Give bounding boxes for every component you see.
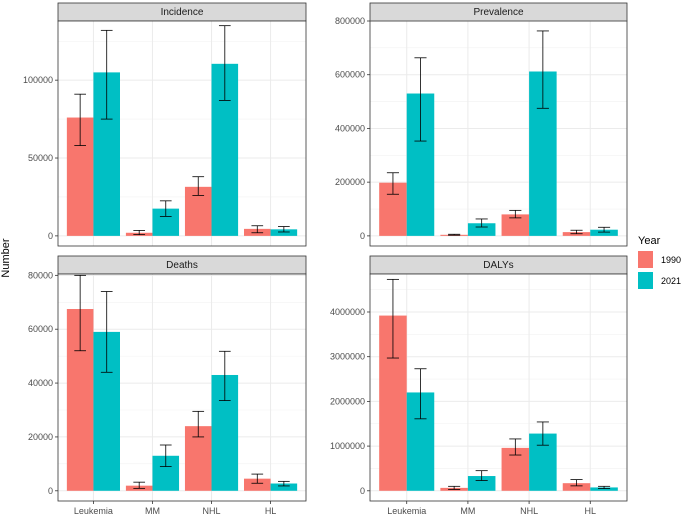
y-tick-label: 40000 bbox=[28, 378, 53, 388]
y-tick-label: 0 bbox=[48, 231, 53, 241]
error-bar-dalys-leukemia-2021 bbox=[414, 368, 427, 420]
error-bar-incidence-hl-1990 bbox=[251, 225, 264, 234]
panel-dalys: DALYs 0 1000000 2000000 3000000 4000000 Leukem… bbox=[330, 255, 628, 516]
legend-key-1990 bbox=[638, 251, 653, 268]
error-bar-incidence-nhl-2021 bbox=[218, 25, 231, 101]
legend-label-1990: 1990 bbox=[661, 255, 681, 265]
error-bar-dalys-nhl-2021 bbox=[536, 421, 549, 446]
error-bar-dalys-nhl-1990 bbox=[509, 438, 522, 456]
bar-dalys-mm-2021 bbox=[467, 476, 496, 491]
y-tick-label: 2000000 bbox=[330, 396, 365, 406]
panel-title-incidence: Incidence bbox=[161, 7, 204, 18]
error-bar-incidence-mm-1990 bbox=[133, 230, 146, 236]
x-tick-label-hl: HL bbox=[265, 506, 277, 516]
legend-title: Year bbox=[638, 235, 661, 247]
y-tick-label: 60000 bbox=[28, 324, 53, 334]
y-axis-title: Number bbox=[0, 238, 12, 277]
error-bar-prevalence-nhl-2021 bbox=[536, 30, 549, 109]
x-tick-label-hl: HL bbox=[585, 506, 597, 516]
x-tick-label-nhl: NHL bbox=[520, 506, 538, 516]
panel-incidence: Incidence 0 50000 100000 bbox=[23, 2, 307, 247]
panel-title-dalys: DALYs bbox=[483, 260, 513, 271]
y-tick-label: 800000 bbox=[335, 16, 365, 26]
error-bar-deaths-leukemia-1990 bbox=[74, 274, 86, 352]
x-tick-label-leukemia: Leukemia bbox=[74, 506, 113, 516]
y-tick-label: 200000 bbox=[335, 177, 365, 187]
y-tick-label: 3000000 bbox=[330, 352, 365, 362]
bar-dalys-hl-2021 bbox=[590, 487, 618, 491]
panel-border-deaths bbox=[57, 273, 307, 502]
error-bar-deaths-nhl-2021 bbox=[218, 350, 231, 401]
y-tick-label: 50000 bbox=[28, 153, 53, 163]
legend-label-2021: 2021 bbox=[661, 276, 681, 286]
bar-dalys-hl-1990 bbox=[562, 483, 591, 491]
y-tick-label: 400000 bbox=[335, 123, 365, 133]
panel-border-incidence bbox=[57, 20, 307, 247]
panel-title-deaths: Deaths bbox=[166, 260, 198, 271]
x-tick-label-nhl: NHL bbox=[203, 506, 221, 516]
bar-prevalence-hl-2021 bbox=[590, 229, 618, 236]
y-tick-label: 80000 bbox=[28, 270, 53, 280]
legend-key-2021 bbox=[638, 272, 653, 289]
bar-incidence-hl-2021 bbox=[270, 229, 298, 236]
error-bar-dalys-hl-2021 bbox=[597, 485, 611, 489]
error-bar-prevalence-leukemia-2021 bbox=[414, 57, 427, 142]
x-tick-label-leukemia: Leukemia bbox=[387, 506, 426, 516]
y-tick-label: 1000000 bbox=[330, 441, 365, 451]
error-bar-dalys-mm-2021 bbox=[475, 470, 488, 481]
error-bar-deaths-hl-1990 bbox=[251, 473, 264, 484]
x-tick-label-mm: MM bbox=[460, 506, 475, 516]
bar-prevalence-nhl-1990 bbox=[501, 214, 530, 236]
error-bar-prevalence-hl-2021 bbox=[597, 226, 611, 233]
panel-prevalence: Prevalence 0 200000 400000 600000 800000 bbox=[335, 2, 628, 247]
error-bar-deaths-mm-2021 bbox=[159, 444, 172, 467]
y-tick-label: 0 bbox=[48, 486, 53, 496]
error-bar-incidence-mm-2021 bbox=[159, 200, 172, 217]
y-tick-label: 100000 bbox=[23, 75, 53, 85]
error-bar-incidence-hl-2021 bbox=[278, 226, 290, 233]
y-tick-label: 20000 bbox=[28, 432, 53, 442]
error-bar-deaths-leukemia-2021 bbox=[100, 291, 113, 373]
error-bar-prevalence-nhl-1990 bbox=[509, 209, 522, 219]
error-bar-deaths-hl-2021 bbox=[278, 480, 290, 487]
error-bar-prevalence-mm-2021 bbox=[475, 218, 488, 228]
error-bar-deaths-mm-1990 bbox=[133, 481, 146, 489]
y-tick-label: 0 bbox=[360, 486, 365, 496]
y-tick-label: 4000000 bbox=[330, 307, 365, 317]
y-tick-label: 600000 bbox=[335, 70, 365, 80]
x-tick-label-mm: MM bbox=[145, 506, 160, 516]
error-bar-incidence-leukemia-2021 bbox=[100, 29, 113, 120]
error-bar-prevalence-leukemia-1990 bbox=[386, 172, 400, 195]
bar-deaths-hl-1990 bbox=[244, 478, 271, 491]
panel-title-prevalence: Prevalence bbox=[473, 7, 523, 18]
panel-deaths: Deaths 0 20000 40000 60000 80000 Leukemia MM NHL… bbox=[28, 255, 307, 516]
panel-border-dalys bbox=[369, 273, 628, 502]
error-bar-prevalence-hl-1990 bbox=[570, 229, 583, 235]
panel-border-prevalence bbox=[369, 20, 628, 247]
error-bar-dalys-mm-1990 bbox=[448, 485, 461, 490]
error-bar-incidence-nhl-1990 bbox=[192, 176, 205, 196]
bar-deaths-hl-2021 bbox=[270, 483, 298, 491]
error-bar-dalys-hl-1990 bbox=[570, 479, 583, 487]
y-tick-label: 0 bbox=[360, 231, 365, 241]
error-bar-prevalence-mm-1990 bbox=[448, 233, 461, 236]
error-bar-dalys-leukemia-1990 bbox=[386, 278, 400, 359]
error-bar-incidence-leukemia-1990 bbox=[74, 93, 86, 146]
legend: Year 1990 2021 bbox=[638, 235, 681, 289]
bar-prevalence-mm-2021 bbox=[467, 223, 496, 236]
error-bar-deaths-nhl-1990 bbox=[192, 410, 205, 438]
